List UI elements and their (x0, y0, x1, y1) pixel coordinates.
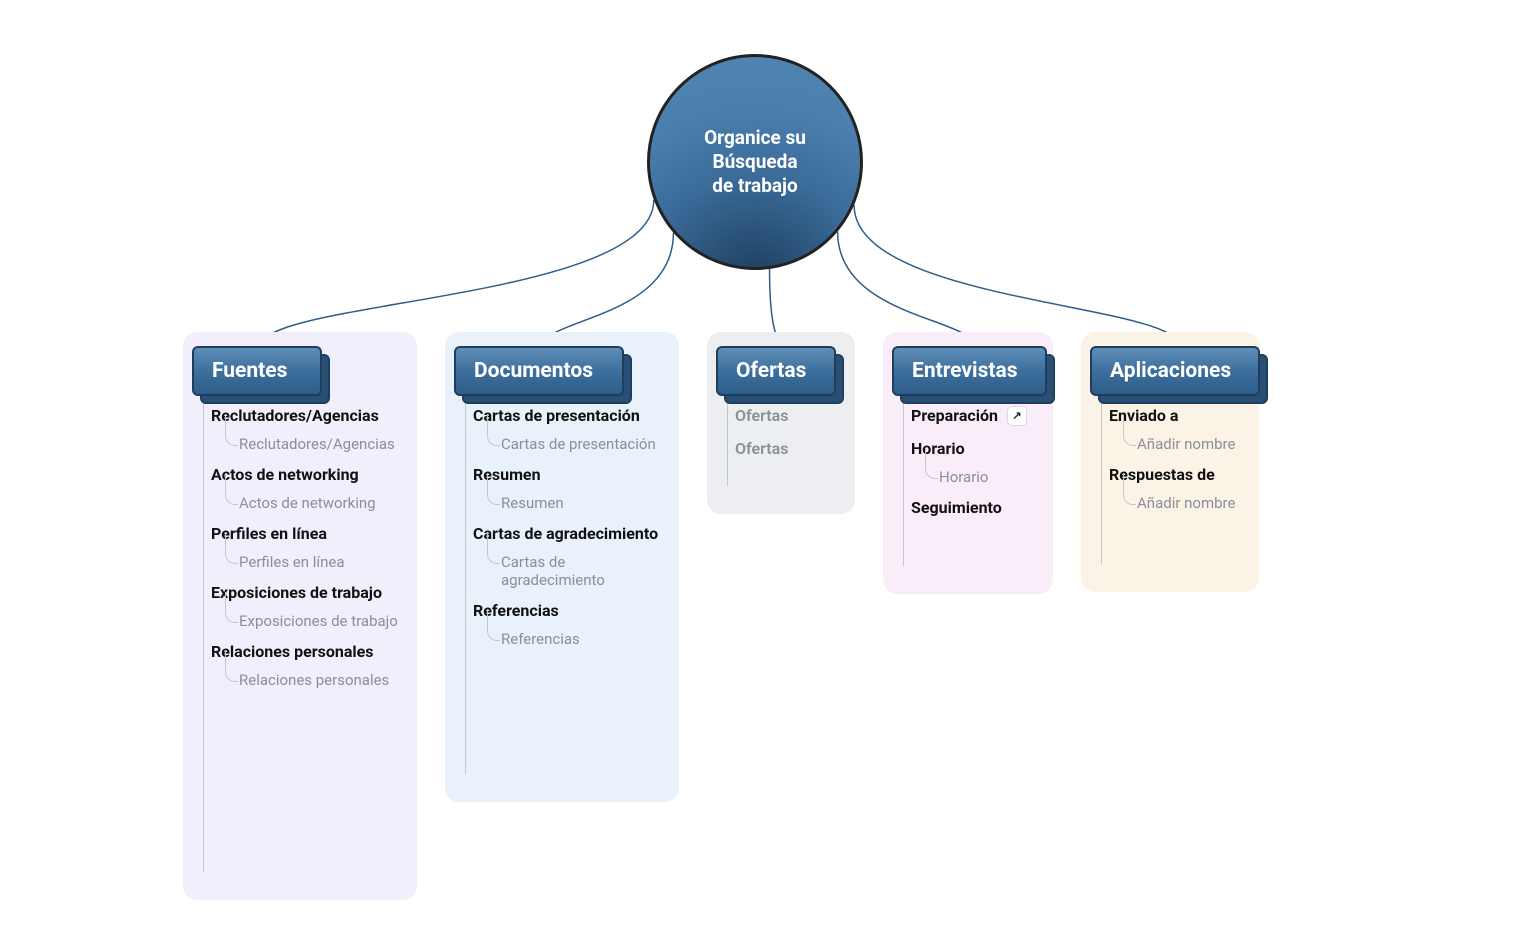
panel-header-label: Fuentes (192, 346, 322, 396)
panel-header-ofertas[interactable]: Ofertas (716, 346, 836, 396)
item-title[interactable]: Preparación ↗ (901, 402, 1035, 429)
item-block: Exposiciones de trabajoExposiciones de t… (201, 579, 399, 632)
item-title[interactable]: Respuestas de (1099, 461, 1241, 488)
root-node[interactable]: Organice suBúsquedade trabajo (647, 54, 863, 270)
item-block: Cartas de agradecimiento Cartas de agrade… (463, 520, 661, 591)
item-block: Ofertas (725, 402, 837, 429)
panel-items: Cartas de presentaciónCartas de presenta… (463, 402, 661, 650)
item-title[interactable]: Horario (901, 435, 1035, 462)
panel-header-label: Entrevistas (892, 346, 1047, 396)
item-block: Perfiles en líneaPerfiles en línea (201, 520, 399, 573)
item-block: Preparación ↗ (901, 402, 1035, 429)
item-title-text: Seguimiento (911, 498, 1002, 517)
item-title-text: Resumen (473, 465, 541, 484)
item-title-text: Cartas de agradecimiento (473, 524, 658, 543)
item-sub[interactable]: Resumen (487, 488, 661, 514)
panel-header-label: Ofertas (716, 346, 836, 396)
item-title[interactable]: Seguimiento (901, 494, 1035, 521)
panel-aplicaciones: AplicacionesEnviado aAñadir nombreRespue… (1081, 332, 1259, 592)
item-block: HorarioHorario (901, 435, 1035, 488)
item-sub[interactable]: Referencias (487, 624, 661, 650)
panel-header-label: Documentos (454, 346, 624, 396)
panel-header-entrevistas[interactable]: Entrevistas (892, 346, 1047, 396)
item-sub[interactable]: Horario (925, 462, 1035, 488)
item-sub[interactable]: Actos de networking (225, 488, 399, 514)
panel-items: Ofertas Ofertas (725, 402, 837, 462)
item-block: Enviado a Añadir nombre (1099, 402, 1241, 455)
item-sub[interactable]: Cartas de presentación (487, 429, 661, 455)
panel-header-label: Aplicaciones (1090, 346, 1260, 396)
panel-items: Preparación ↗ HorarioHorario Seguimiento (901, 402, 1035, 521)
connector-line (261, 200, 654, 346)
item-block: Respuestas deAñadir nombre (1099, 461, 1241, 514)
item-block: Relaciones personalesRelaciones personal… (201, 638, 399, 691)
panel-ofertas: Ofertas Ofertas Ofertas (707, 332, 855, 514)
connector-line (543, 233, 673, 346)
item-title[interactable]: Enviado a (1099, 402, 1241, 429)
item-title-text: Ofertas (735, 406, 788, 425)
item-block: Reclutadores/AgenciasReclutadores/Agenci… (201, 402, 399, 455)
item-sub[interactable]: Añadir nombre (1123, 488, 1241, 514)
expand-icon[interactable]: ↗ (1008, 407, 1026, 425)
connector-line (838, 232, 974, 346)
item-title[interactable]: Ofertas (725, 435, 837, 462)
item-sub[interactable]: Cartas de agradecimiento (487, 547, 661, 591)
item-sub[interactable]: Reclutadores/Agencias (225, 429, 399, 455)
connector-line (854, 205, 1179, 346)
panel-header-aplicaciones[interactable]: Aplicaciones (1090, 346, 1260, 396)
item-title-text: Ofertas (735, 439, 788, 458)
item-sub[interactable]: Perfiles en línea (225, 547, 399, 573)
panel-items: Enviado aAñadir nombreRespuestas deAñadi… (1099, 402, 1241, 514)
panel-items: Reclutadores/AgenciasReclutadores/Agenci… (201, 402, 399, 691)
item-sub[interactable]: Relaciones personales (225, 665, 399, 691)
panel-documentos: DocumentosCartas de presentaciónCartas d… (445, 332, 679, 802)
item-block: Actos de networkingActos de networking (201, 461, 399, 514)
panel-fuentes: Fuentes Reclutadores/AgenciasReclutadores… (183, 332, 417, 900)
root-node-label: Organice suBúsquedade trabajo (704, 126, 806, 197)
item-title-text: Referencias (473, 601, 559, 620)
item-title-text: Enviado a (1109, 406, 1178, 425)
item-sub[interactable]: Exposiciones de trabajo (225, 606, 399, 632)
panel-entrevistas: Entrevistas Preparación ↗ HorarioHorario Seg… (883, 332, 1053, 594)
panel-header-documentos[interactable]: Documentos (454, 346, 624, 396)
item-title-text: Preparación (911, 406, 998, 425)
panel-header-fuentes[interactable]: Fuentes (192, 346, 322, 396)
item-block: Seguimiento (901, 494, 1035, 521)
item-sub[interactable]: Añadir nombre (1123, 429, 1241, 455)
item-block: Resumen Resumen (463, 461, 661, 514)
item-title[interactable]: Ofertas (725, 402, 837, 429)
item-block: Ofertas (725, 435, 837, 462)
item-block: Referencias Referencias (463, 597, 661, 650)
item-block: Cartas de presentaciónCartas de presenta… (463, 402, 661, 455)
